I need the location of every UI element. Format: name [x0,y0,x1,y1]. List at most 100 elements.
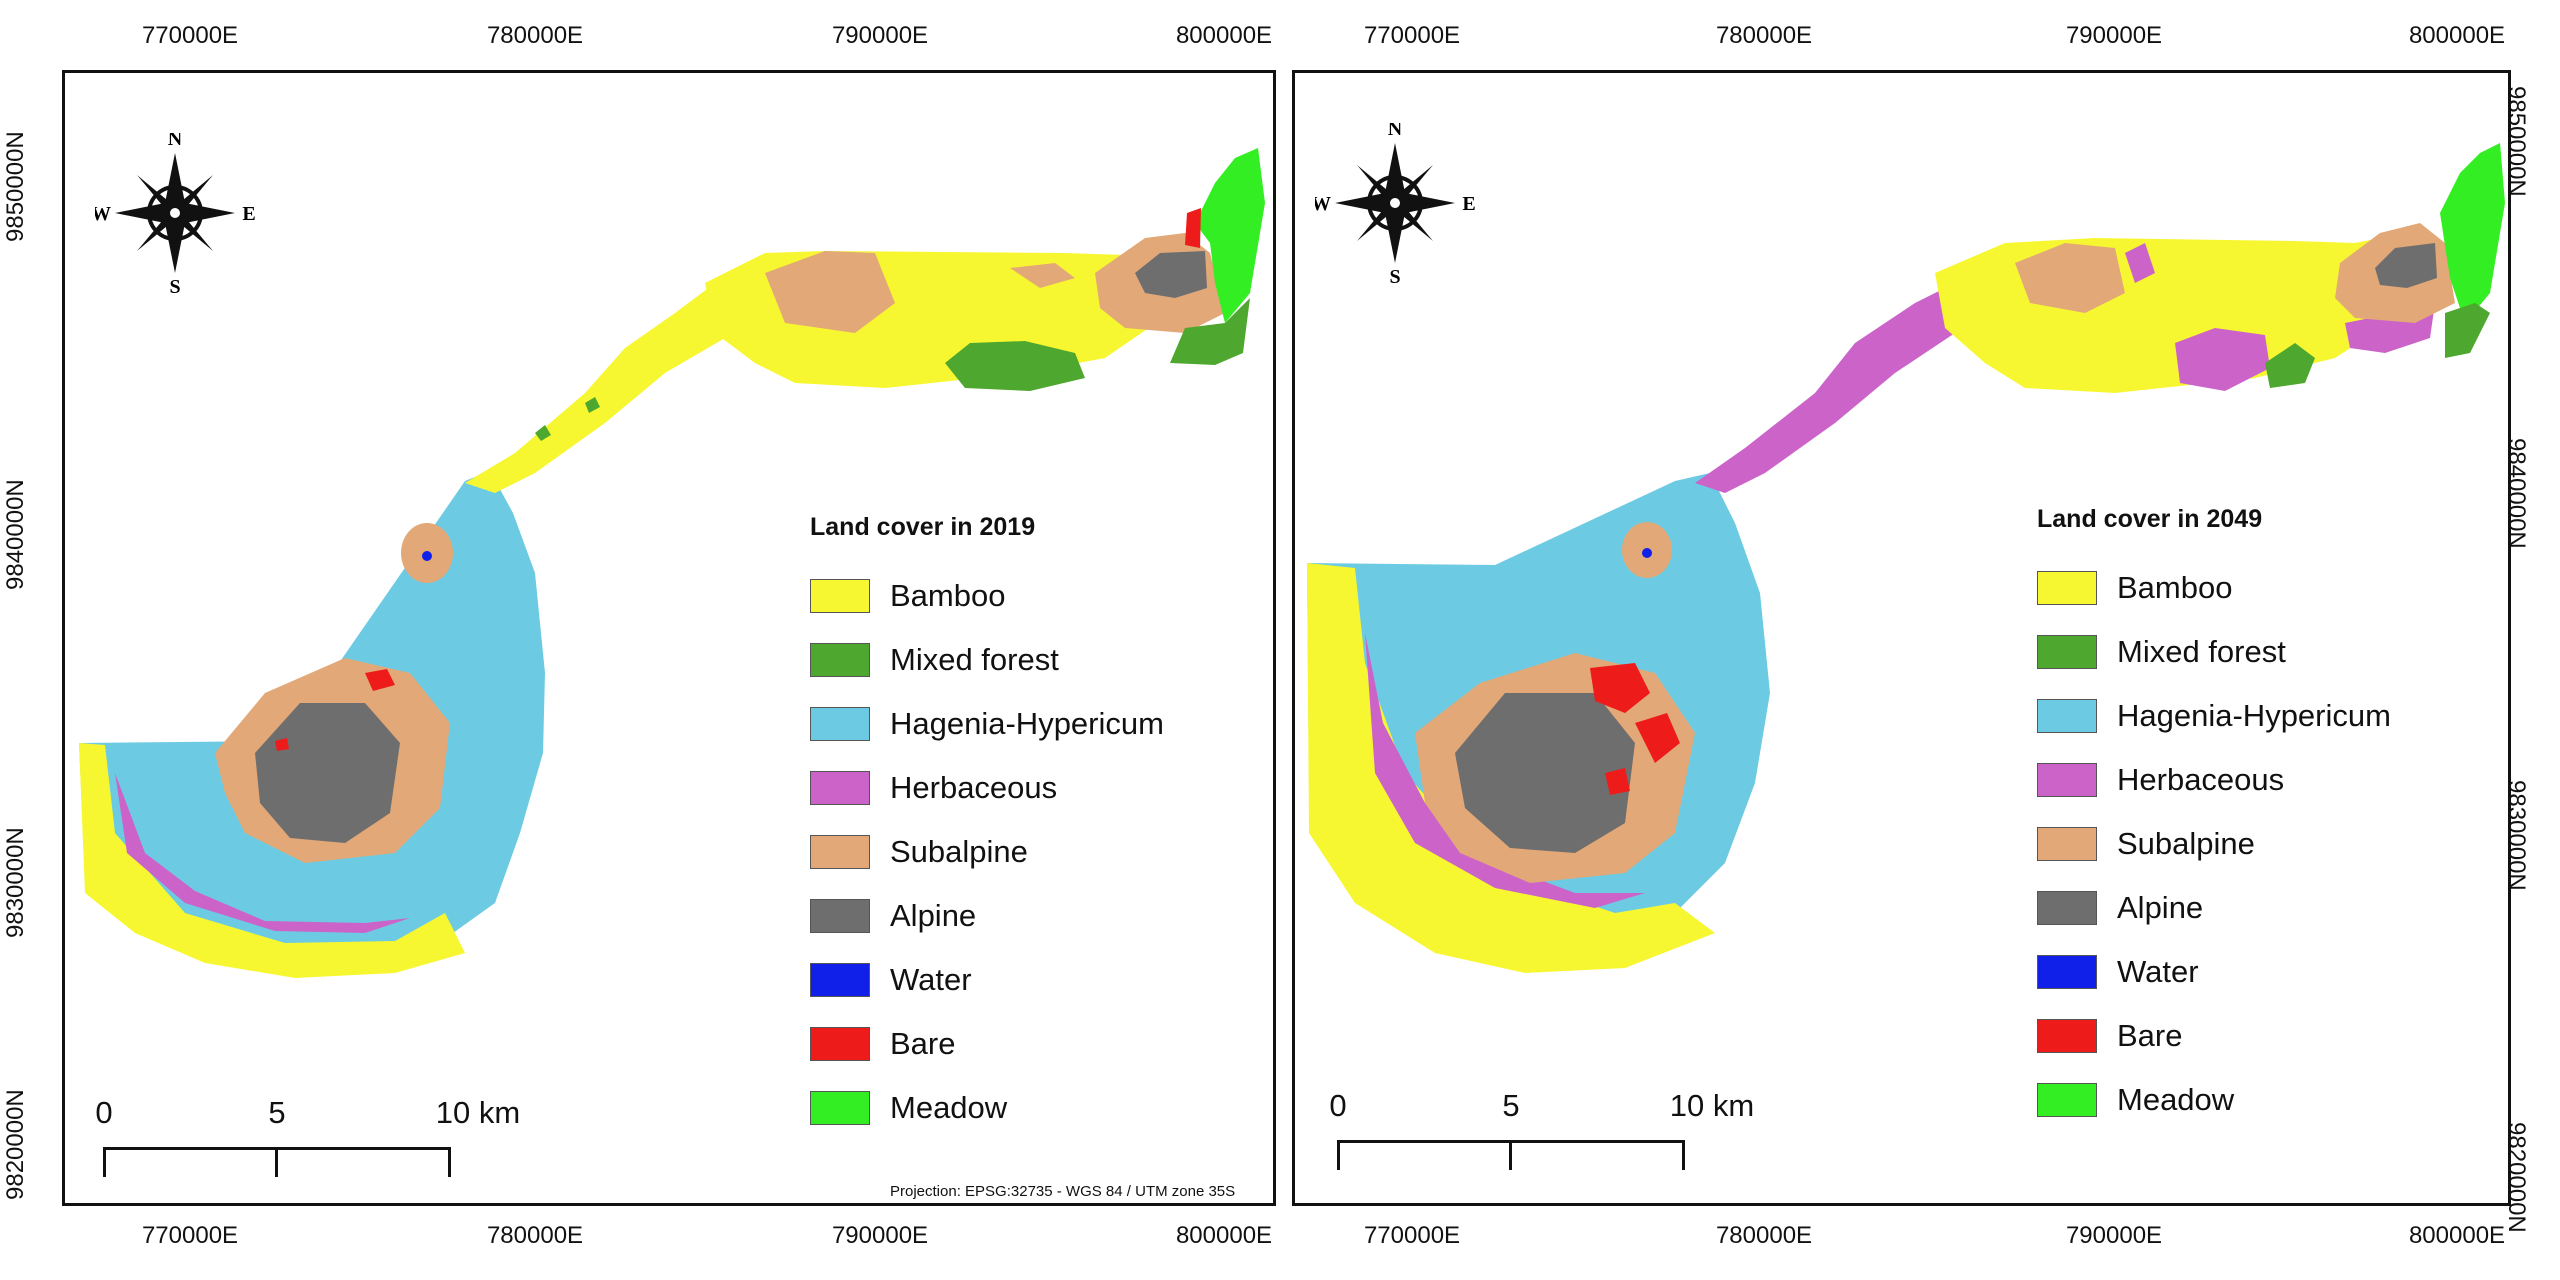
compass-n-label: N [168,133,183,150]
herbaceous-sw-strip [1365,633,1645,908]
scale-tick [1682,1140,1685,1170]
x-tick-bottom-790000: 790000E [831,1222,929,1249]
legend-label: Hagenia-Hypericum [890,706,1164,741]
legend-item-bamboo: Bamboo [2037,556,2391,620]
mixed-forest-ne [2265,343,2315,388]
x-tick-top-800000: 800000E [1175,22,1273,49]
legend-swatch [810,579,870,613]
subalpine-ne-a [765,251,895,333]
legend-item-alpine: Alpine [2037,876,2391,940]
legend-item-alpine: Alpine [810,884,1164,948]
legend-swatch [810,771,870,805]
y-tick-left-9820000: 9820000N [2,1089,29,1200]
legend-item-subalpine: Subalpine [810,820,1164,884]
water-dot [422,551,432,561]
legend-label: Bare [2117,1018,2183,1053]
legend-swatch [810,707,870,741]
compass-e-label: E [242,203,255,225]
mixed-forest-ne [945,341,1085,391]
map-panel-2049: N S E W Land cover in 2049 Bamboo Mixed … [1292,70,2511,1206]
x-tick-top-770000-right: 770000E [1363,22,1461,49]
x-tick-bottom-770000-right: 770000E [1363,1222,1461,1249]
herbaceous-sw-strip [115,773,410,933]
compass-e-label: E [1462,193,1475,215]
scale-label-10km: 10 km [435,1095,521,1130]
bamboo-corridor [465,278,785,493]
y-tick-left-9830000: 9830000N [2,827,29,938]
legend-swatch [810,1027,870,1061]
legend-label: Mixed forest [2117,634,2286,669]
compass-n-label: N [1388,123,1403,140]
legend-item-hagenia: Hagenia-Hypericum [2037,684,2391,748]
bamboo-sw-belt [79,743,465,978]
x-tick-top-780000: 780000E [486,22,584,49]
x-tick-top-790000: 790000E [831,22,929,49]
legend-swatch [2037,763,2097,797]
legend-swatch [2037,1083,2097,1117]
legend-swatch [2037,955,2097,989]
mixed-forest-east [1170,298,1250,365]
scale-label-5: 5 [1502,1088,1520,1123]
legend-item-meadow: Meadow [2037,1068,2391,1132]
projection-note: Projection: EPSG:32735 - WGS 84 / UTM zo… [890,1183,1236,1200]
legend-swatch [2037,571,2097,605]
legend-item-hagenia: Hagenia-Hypericum [810,692,1164,756]
map-panel-2019: N S E W Land cover in 2019 Bamboo Mixed … [62,70,1276,1206]
legend-swatch [2037,1019,2097,1053]
legend-swatch [810,899,870,933]
x-tick-bottom-800000-right: 800000E [2408,1222,2506,1249]
legend-label: Water [890,962,972,997]
scale-label-0: 0 [1329,1088,1347,1123]
legend-swatch [810,643,870,677]
x-tick-bottom-780000-right: 780000E [1715,1222,1813,1249]
legend-title: Land cover in 2049 [2037,505,2263,533]
legend-label: Meadow [2117,1082,2235,1117]
legend-title: Land cover in 2019 [810,513,1036,541]
compass-star-icon: N S E W [1311,118,1476,288]
legend-label: Alpine [890,898,977,933]
herbaceous-corridor [1695,273,2015,493]
x-tick-bottom-800000: 800000E [1175,1222,1273,1249]
legend-item-subalpine: Subalpine [2037,812,2391,876]
legend-label: Bare [890,1026,956,1061]
legend-label: Alpine [2117,890,2204,925]
scale-label-5: 5 [268,1095,286,1130]
herbaceous-ne-b [2175,328,2270,391]
legend-item-herbaceous: Herbaceous [2037,748,2391,812]
alpine-core [255,703,400,843]
bare-patch-a [365,669,395,691]
herbaceous-ne-a [2125,243,2155,283]
legend-swatch [2037,891,2097,925]
bare-cluster-c [1605,768,1630,795]
land-cover-map-2019 [79,148,1265,978]
bare-cluster-b [1635,713,1680,763]
scale-tick [275,1147,278,1177]
legend-item-mixed-forest: Mixed forest [2037,620,2391,684]
legend-label: Herbaceous [890,770,1058,805]
legend-label: Subalpine [890,834,1028,869]
y-tick-left-9850000: 9850000N [2,131,29,242]
legend-label: Subalpine [2117,826,2255,861]
x-tick-top-780000-right: 780000E [1715,22,1813,49]
x-tick-bottom-780000: 780000E [486,1222,584,1249]
legend-label: Herbaceous [2117,762,2285,797]
legend-item-mixed-forest: Mixed forest [810,628,1164,692]
legend-swatch [810,963,870,997]
subalpine-ne-b [1010,263,1075,288]
bare-patch-b [275,738,289,751]
legend-swatch [2037,699,2097,733]
legend-item-herbaceous: Herbaceous [810,756,1164,820]
legend-label: Bamboo [890,578,1006,613]
subalpine-ne-a [2015,243,2125,313]
legend-swatch [2037,635,2097,669]
mixed-forest-corridor-spots [535,397,600,441]
compass-s-label: S [169,276,180,293]
y-tick-left-9840000: 9840000N [2,479,29,590]
legend-item-meadow: Meadow [810,1076,1164,1140]
legend-item-water: Water [2037,940,2391,1004]
meadow-east-tip [1195,148,1265,323]
legend-swatch [2037,827,2097,861]
alpine-east [1135,251,1207,298]
legend-2019: Land cover in 2019 Bamboo Mixed forest H… [810,513,1164,1140]
water-dot [1642,548,1652,558]
